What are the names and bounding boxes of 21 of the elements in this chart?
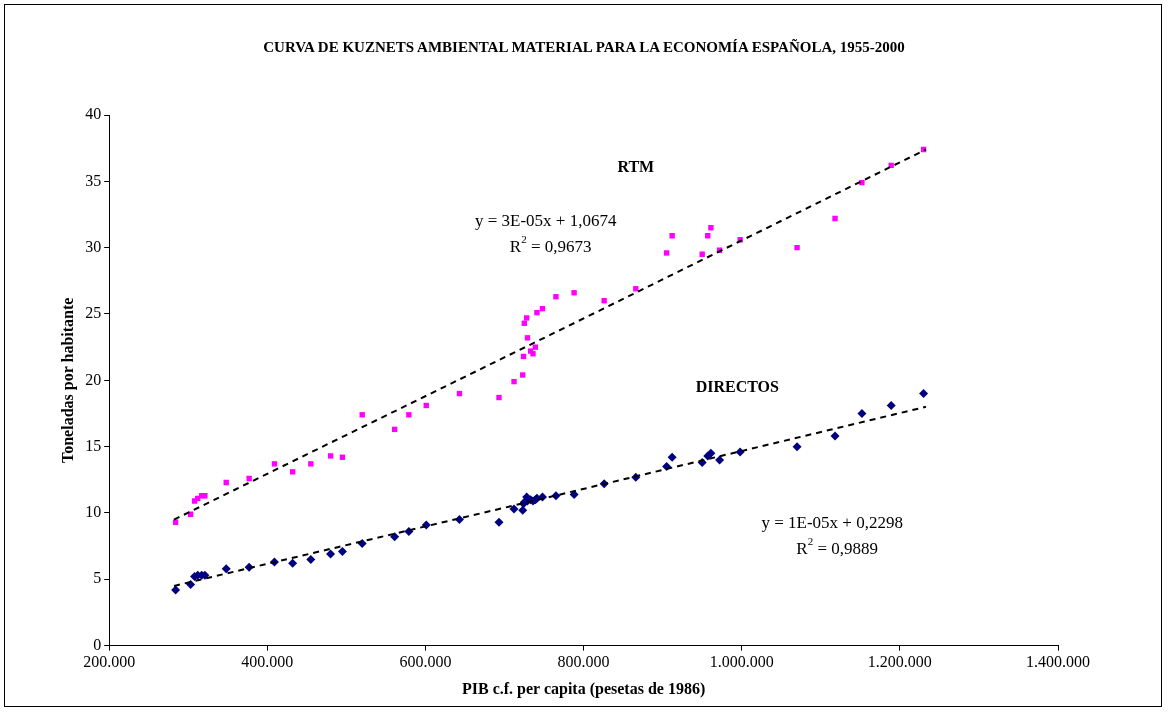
x-tick-label: 200.000 bbox=[83, 653, 136, 671]
x-axis-title: PIB c.f. per capita (pesetas de 1986) bbox=[461, 679, 706, 698]
y-tick-label: 15 bbox=[85, 436, 102, 454]
x-tick-label: 800.000 bbox=[557, 653, 610, 671]
y-tick-label: 35 bbox=[85, 171, 102, 189]
y-tick-label: 0 bbox=[93, 635, 102, 653]
y-axis-title: Toneladas por habitante bbox=[58, 297, 77, 463]
x-tick-label: 600.000 bbox=[399, 653, 452, 671]
x-tick-label: 1.400.000 bbox=[1026, 653, 1090, 671]
x-tick-label: 1.000.000 bbox=[709, 653, 774, 671]
x-tick-label: 1.200.000 bbox=[867, 653, 932, 671]
y-tick-label: 10 bbox=[85, 503, 102, 521]
y-tick-label: 5 bbox=[93, 569, 102, 587]
y-tick-label: 40 bbox=[85, 105, 102, 123]
x-tick-label: 400.000 bbox=[241, 653, 294, 671]
y-tick-label: 20 bbox=[85, 370, 102, 388]
chart-title: CURVA DE KUZNETS AMBIENTAL MATERIAL PARA LA ECONOMÍA ESPAÑOLA, 1955-2000 bbox=[262, 38, 906, 57]
y-tick-label: 30 bbox=[85, 237, 102, 255]
y-tick-label: 25 bbox=[85, 304, 102, 322]
annotation: DIRECTOS bbox=[695, 378, 780, 396]
annotation: RTM bbox=[617, 158, 655, 176]
